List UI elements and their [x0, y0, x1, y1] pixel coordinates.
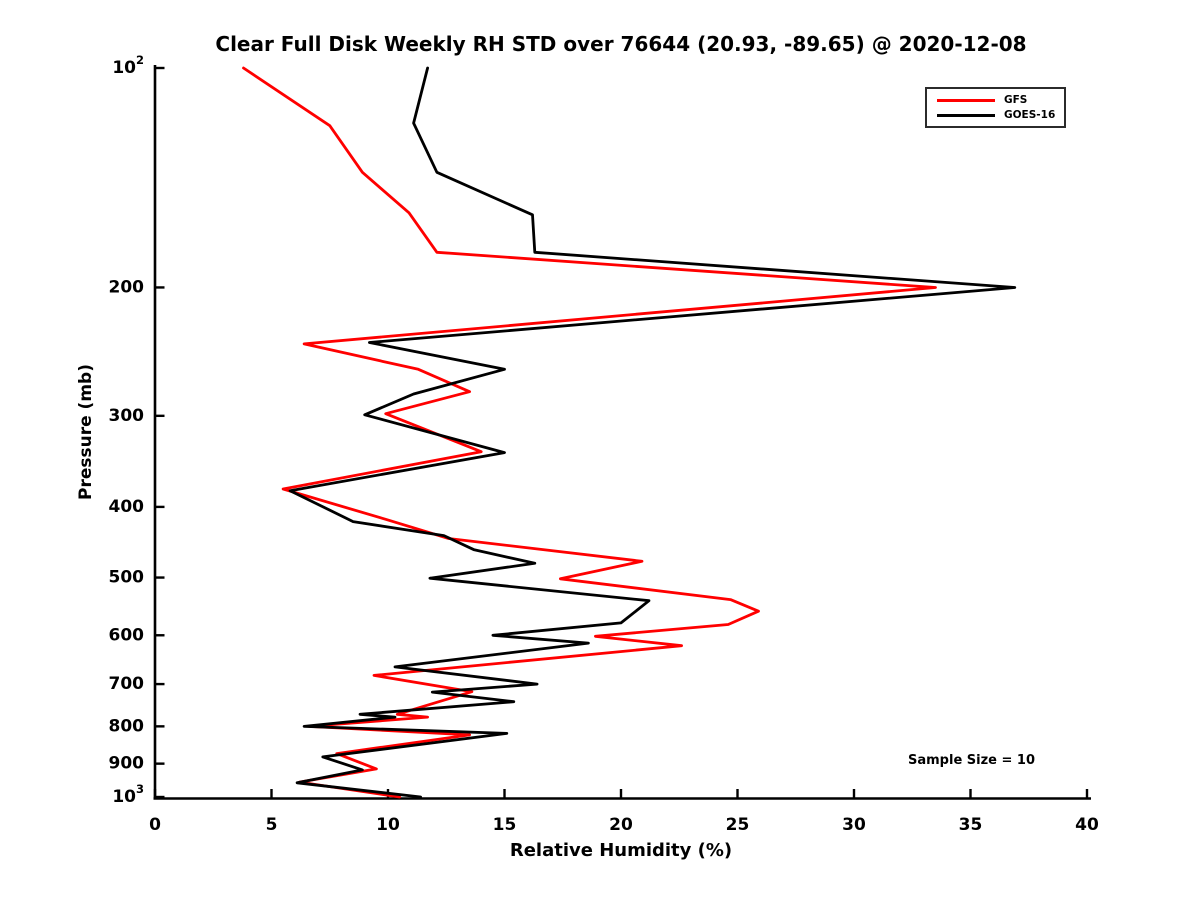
legend-label-goes-16: GOES-16	[1004, 109, 1056, 121]
axis-spines	[153, 65, 1091, 800]
y-tick-label: 300	[109, 406, 145, 426]
legend: GFS GOES-16	[925, 87, 1066, 128]
goes-16-line	[288, 66, 1017, 799]
legend-label-gfs: GFS	[1004, 94, 1028, 106]
x-tick-label: 40	[1075, 815, 1099, 835]
legend-entry-gfs: GFS	[937, 94, 1056, 106]
y-tick-label: 600	[109, 625, 145, 645]
y-tick-label: 102	[112, 53, 144, 78]
goes-16-line-swatch	[937, 113, 995, 117]
x-tick-label: 30	[842, 815, 866, 835]
y-tick-label: 200	[109, 277, 145, 297]
x-tick-label: 10	[376, 815, 400, 835]
x-tick-label: 15	[493, 815, 517, 835]
x-tick-label: 0	[149, 815, 161, 835]
y-tick-label: 103	[112, 782, 144, 807]
legend-entry-goes-16: GOES-16	[937, 109, 1056, 121]
y-axis-label: Pressure (mb)	[76, 364, 96, 500]
x-tick-label: 20	[609, 815, 633, 835]
y-tick-label: 700	[109, 674, 145, 694]
x-axis-label: Relative Humidity (%)	[509, 840, 733, 861]
gfs-line	[242, 66, 937, 799]
chart-title: Clear Full Disk Weekly RH STD over 76644…	[215, 32, 1027, 56]
y-tick-label: 900	[109, 754, 145, 774]
y-tick-label: 500	[109, 568, 145, 588]
x-tick-label: 35	[959, 815, 983, 835]
x-tick-label: 5	[266, 815, 278, 835]
y-tick-label: 800	[109, 716, 145, 736]
x-tick-label: 25	[726, 815, 750, 835]
sample-size-annotation: Sample Size = 10	[908, 753, 1036, 768]
y-tick-label: 400	[109, 497, 145, 517]
gfs-line-swatch	[937, 98, 995, 102]
